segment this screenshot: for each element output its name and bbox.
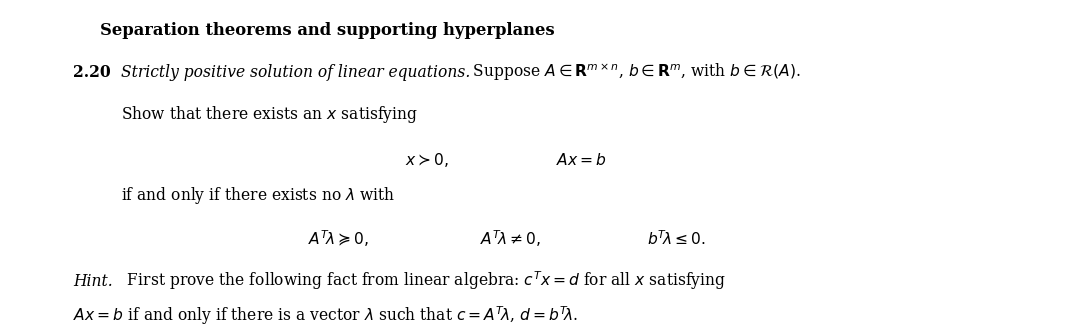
Text: Suppose $A \in \mathbf{R}^{m\times n}$, $b\in \mathbf{R}^{m}$, with $b\in \mathc: Suppose $A \in \mathbf{R}^{m\times n}$, …	[468, 61, 801, 83]
Text: $x \succ 0,$: $x \succ 0,$	[405, 151, 449, 169]
Text: Separation theorems and supporting hyperplanes: Separation theorems and supporting hyper…	[100, 22, 555, 39]
Text: $A^T\!\lambda \neq 0,$: $A^T\!\lambda \neq 0,$	[480, 229, 541, 249]
Text: 2.20: 2.20	[73, 64, 111, 81]
Text: $A^T\!\lambda \succeq 0,$: $A^T\!\lambda \succeq 0,$	[308, 229, 368, 249]
Text: $Ax = b$ if and only if there is a vector $\lambda$ such that $c = A^T\!\lambda$: $Ax = b$ if and only if there is a vecto…	[73, 304, 578, 327]
Text: $Ax = b$: $Ax = b$	[556, 152, 606, 169]
Text: Hint.: Hint.	[73, 273, 113, 290]
Text: First prove the following fact from linear algebra: $c^Tx = d$ for all $x$ satis: First prove the following fact from line…	[122, 269, 726, 292]
Text: Show that there exists an $x$ satisfying: Show that there exists an $x$ satisfying	[121, 104, 418, 125]
Text: if and only if there exists no $\lambda$ with: if and only if there exists no $\lambda$…	[121, 185, 395, 206]
Text: Strictly positive solution of linear equations.: Strictly positive solution of linear equ…	[121, 64, 470, 81]
Text: $b^T\!\lambda \leq 0.$: $b^T\!\lambda \leq 0.$	[647, 231, 707, 249]
